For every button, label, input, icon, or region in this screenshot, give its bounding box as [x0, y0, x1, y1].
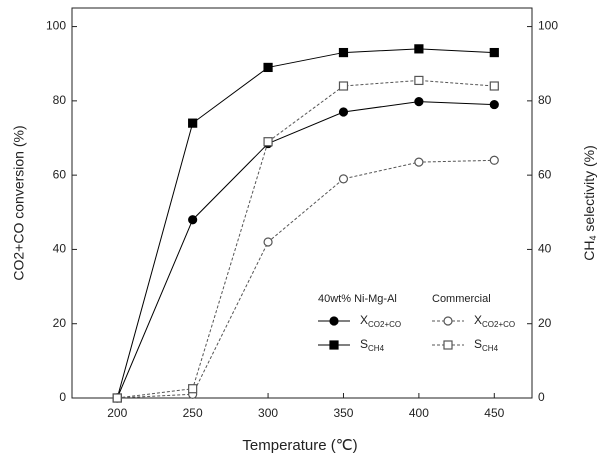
point	[338, 174, 349, 184]
point	[414, 44, 424, 54]
series-line	[116, 101, 495, 399]
point	[112, 393, 122, 403]
legend-name: S	[474, 337, 482, 351]
point	[414, 75, 424, 86]
x-tick-label: 200	[107, 406, 127, 420]
legend-name: S	[360, 337, 368, 351]
point	[489, 99, 499, 110]
legend-subscript: CH4	[368, 344, 385, 353]
legend-subscript: CO2+CO	[482, 320, 515, 329]
x-tick-label: 350	[333, 406, 353, 420]
y2-label-main: CH	[581, 241, 597, 261]
y2-tick-label: 0	[538, 390, 545, 404]
point	[414, 157, 424, 167]
y2-label-rest: selectivity (%)	[581, 145, 597, 235]
point	[489, 155, 499, 165]
series-line	[116, 48, 495, 399]
point	[188, 118, 198, 128]
legend-box	[308, 287, 530, 371]
point	[263, 62, 273, 73]
point	[489, 81, 499, 91]
legend-group-title: 40wt% Ni-Mg-Al	[318, 293, 397, 305]
legend-marker	[443, 340, 453, 350]
point	[414, 96, 424, 107]
legend-marker	[443, 316, 453, 326]
legend-marker	[329, 316, 339, 326]
legend-name: X	[474, 313, 482, 327]
x-tick-label: 250	[183, 406, 203, 420]
y2-label-sub: 4	[588, 235, 598, 240]
y-tick-label: 40	[53, 242, 67, 256]
y-axis-label: CO2+CO conversion (%)	[11, 125, 27, 280]
x-axis-label: Temperature (℃)	[242, 437, 357, 454]
point	[263, 137, 273, 147]
x-tick-label: 450	[484, 406, 504, 420]
y2-tick-label: 80	[538, 93, 552, 107]
legend-group-title: Commercial	[432, 293, 491, 305]
y-tick-label: 20	[53, 316, 67, 330]
y-tick-label: 100	[46, 19, 66, 33]
legend-label: XCO2+CO	[474, 313, 515, 329]
point	[489, 47, 499, 58]
point	[263, 237, 273, 247]
y2-tick-label: 100	[538, 19, 558, 33]
y2-tick-label: 20	[538, 316, 552, 330]
point	[338, 81, 349, 91]
point	[188, 384, 198, 394]
y2-tick-label: 60	[538, 167, 552, 181]
x-tick-label: 300	[258, 406, 278, 420]
legend-label: SCH4	[360, 337, 385, 353]
point	[338, 107, 349, 117]
point	[338, 47, 349, 58]
legend-label: XCO2+CO	[360, 313, 401, 329]
x-tick-label: 400	[409, 406, 429, 420]
legend-subscript: CO2+CO	[368, 320, 401, 329]
y2-axis-label: CH4 selectivity (%)	[581, 145, 599, 260]
point	[188, 215, 198, 225]
legend-name: X	[360, 313, 368, 327]
legend-subscript: CH4	[482, 344, 499, 353]
series-line	[117, 159, 495, 399]
legend-label: SCH4	[474, 337, 499, 353]
y2-tick-label: 40	[538, 242, 552, 256]
legend-marker	[329, 340, 339, 350]
series-line	[117, 79, 495, 399]
y-tick-label: 80	[53, 93, 67, 107]
y-tick-label: 60	[53, 167, 67, 181]
plot-frame	[71, 7, 533, 399]
y-tick-label: 0	[59, 390, 66, 404]
